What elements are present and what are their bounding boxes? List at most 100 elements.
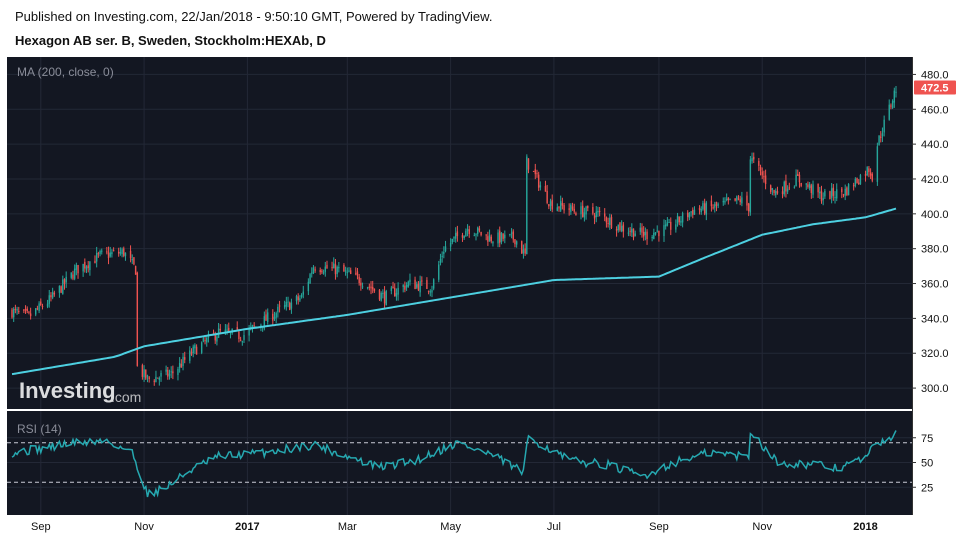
ma-indicator-label: MA (200, close, 0) <box>17 65 114 79</box>
candle <box>97 251 100 258</box>
candle <box>419 275 421 297</box>
candle <box>678 216 680 226</box>
candle <box>361 282 364 289</box>
candle <box>378 289 381 301</box>
candle <box>48 289 50 308</box>
candle <box>622 222 625 238</box>
candle <box>158 376 161 386</box>
candle <box>758 157 760 172</box>
candle <box>468 225 470 238</box>
candle <box>136 271 139 367</box>
time-tick-label: Nov <box>752 521 772 533</box>
candle <box>521 240 523 254</box>
candle <box>605 216 608 228</box>
candle <box>597 206 599 217</box>
candle <box>366 286 369 290</box>
candle <box>510 228 513 239</box>
rsi-tick-label: 75 <box>921 433 933 445</box>
candle <box>764 169 767 190</box>
candle <box>741 191 743 207</box>
candle <box>746 191 748 211</box>
candle <box>416 281 418 289</box>
candle <box>370 281 372 295</box>
candle <box>522 244 525 259</box>
candle <box>287 296 289 308</box>
candle <box>681 211 684 228</box>
candle <box>182 353 184 371</box>
candle <box>170 366 172 379</box>
candle <box>40 298 42 307</box>
candle <box>300 293 303 299</box>
candle <box>702 200 704 211</box>
candle <box>558 206 560 212</box>
candle <box>776 186 779 195</box>
time-tick-label: Sep <box>649 521 669 533</box>
candle <box>356 267 359 280</box>
candle <box>890 103 892 110</box>
candle <box>686 210 689 222</box>
candle <box>168 369 171 380</box>
candle <box>822 192 824 206</box>
candle <box>710 195 713 212</box>
candle <box>504 230 506 244</box>
candle <box>112 247 115 252</box>
candle <box>841 186 843 199</box>
candle <box>653 228 655 240</box>
candle <box>404 281 406 293</box>
price-tick-label: 440.0 <box>921 139 949 151</box>
candle <box>65 271 67 288</box>
candle <box>153 379 155 386</box>
candle <box>663 219 665 242</box>
candle <box>795 169 797 187</box>
candle <box>85 265 88 274</box>
candle <box>177 366 179 381</box>
candle <box>392 281 394 289</box>
price-tick-label: 460.0 <box>921 104 949 116</box>
candle <box>573 203 575 214</box>
candle <box>333 257 335 269</box>
candle <box>289 301 291 311</box>
candle <box>124 252 127 261</box>
candle <box>771 187 774 196</box>
candle <box>312 265 315 275</box>
candle <box>11 307 13 319</box>
candle <box>172 365 174 380</box>
candle <box>598 206 601 217</box>
candle <box>382 289 384 299</box>
candle <box>575 211 577 216</box>
candle <box>807 181 809 189</box>
candle <box>888 99 890 121</box>
candle <box>190 348 193 356</box>
candle <box>465 228 467 237</box>
price-tick-label: 380.0 <box>921 244 949 256</box>
candle <box>676 212 679 227</box>
candle <box>192 344 194 358</box>
candle <box>571 202 574 211</box>
candle <box>28 310 30 315</box>
candle <box>322 269 325 275</box>
candle <box>273 311 276 321</box>
candle <box>488 229 491 242</box>
price-tick-label: 320.0 <box>921 348 949 360</box>
candle <box>798 171 801 188</box>
time-axis: Sep Nov 2017 Mar May Jul Sep Nov 2018 <box>31 521 878 533</box>
candle <box>846 186 848 197</box>
candle <box>751 152 753 164</box>
candle <box>355 267 357 276</box>
candle <box>763 170 765 183</box>
watermark-domain: .com <box>111 389 141 405</box>
candle <box>206 335 208 347</box>
candle <box>788 182 791 191</box>
candle <box>165 365 167 376</box>
candle <box>402 284 404 293</box>
candle <box>769 184 772 194</box>
candle <box>581 200 584 218</box>
candle <box>619 222 621 232</box>
candle <box>63 278 66 290</box>
candle <box>82 263 84 277</box>
candle <box>832 184 835 201</box>
candle <box>368 283 371 291</box>
candle <box>178 357 181 373</box>
candle <box>880 131 882 143</box>
